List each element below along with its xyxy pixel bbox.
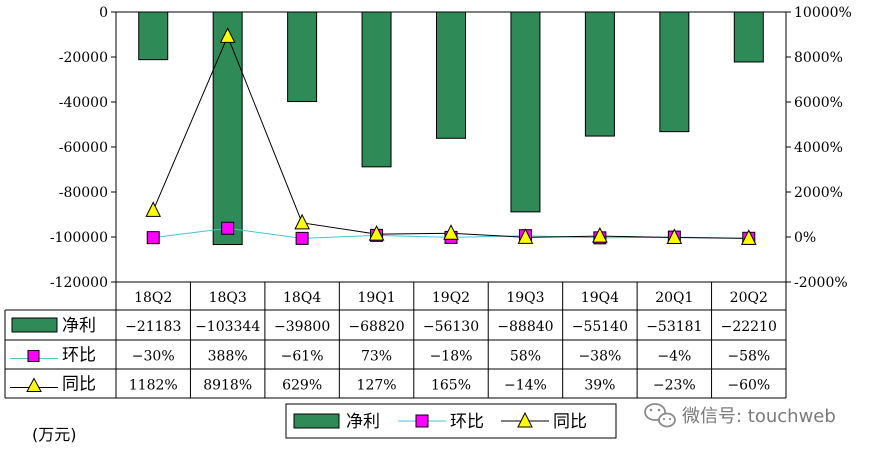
yoy-point-19Q4 [592, 227, 608, 243]
bar-18Q4 [287, 11, 318, 103]
data-table: 18Q2 18Q3 18Q4 19Q1 19Q2 19Q3 19Q4 20Q1 20Q2 净利 −2… [4, 281, 787, 399]
right-tick-label: 2000% [794, 185, 843, 201]
right-tick-label: 4000% [794, 140, 843, 156]
row-name-1: 环比 [62, 346, 96, 366]
legend-key-triangle-marker [517, 411, 533, 428]
cell-1-1: 388% [208, 349, 248, 365]
cell-0-7: −53181 [646, 319, 702, 335]
cell-1-6: −38% [578, 349, 621, 365]
cell-1-8: −58% [727, 349, 770, 365]
bar-20Q2 [733, 11, 764, 63]
row-name-2: 同比 [62, 375, 96, 395]
cell-0-2: −39800 [274, 319, 330, 335]
legend: 净利 环比 同比 [285, 403, 617, 439]
left-tick-label: -100000 [50, 230, 108, 246]
cell-0-5: −88840 [497, 319, 553, 335]
cell-0-6: −55140 [572, 319, 628, 335]
watermark: 微信号: touchweb [644, 403, 836, 428]
category-label-19Q4: 19Q4 [581, 290, 619, 306]
mom-point-18Q4 [295, 231, 309, 245]
yoy-point-19Q3 [517, 228, 534, 244]
category-label-18Q2: 18Q2 [134, 290, 172, 306]
right-tick-label: 8000% [794, 50, 843, 66]
row-key-triangle-marker [26, 377, 42, 392]
legend-label: 净利 [346, 412, 380, 432]
cell-2-6: 39% [584, 378, 615, 394]
bar-19Q4 [584, 11, 615, 137]
left-tick-label: -80000 [59, 185, 108, 201]
cell-2-7: −23% [653, 378, 696, 394]
legend-box [285, 403, 617, 439]
cell-0-4: −56130 [423, 319, 479, 335]
yoy-point-19Q1 [368, 225, 385, 241]
watermark-text: 微信号: touchweb [682, 406, 836, 427]
plot-area [138, 11, 764, 246]
right-tick-label: 10000% [794, 5, 852, 21]
bar-18Q3 [212, 11, 243, 246]
left-tick-label: -120000 [50, 275, 108, 291]
cell-2-2: 629% [282, 378, 322, 394]
cell-1-5: 58% [510, 349, 541, 365]
cell-0-8: −22210 [721, 319, 777, 335]
bar-18Q2 [138, 11, 169, 61]
bar-19Q2 [436, 11, 466, 139]
category-label-19Q1: 19Q1 [357, 290, 395, 306]
category-label-19Q2: 19Q2 [432, 290, 470, 306]
row-key-bar [11, 317, 58, 333]
wechat-icon [644, 403, 676, 428]
cell-1-0: −30% [132, 349, 175, 365]
cell-1-3: 73% [361, 349, 392, 365]
category-label-20Q1: 20Q1 [655, 290, 693, 306]
legend-label: 环比 [450, 412, 484, 432]
category-label-19Q3: 19Q3 [506, 290, 544, 306]
legend-label: 同比 [553, 412, 587, 432]
left-tick-label: 0 [99, 5, 108, 21]
left-tick-label: -60000 [59, 140, 108, 156]
cell-1-7: −4% [657, 349, 691, 365]
row-name-0: 净利 [62, 316, 96, 336]
legend-key-square-marker [415, 414, 429, 428]
mom-point-18Q3 [221, 221, 235, 235]
axes: 0 -20000 -40000 -60000 -80000 -100000 -120000 1… [50, 5, 852, 291]
yoy-point-19Q2 [443, 224, 459, 240]
yoy-point-20Q1 [666, 228, 683, 245]
yoy-point-20Q2 [740, 229, 757, 245]
cell-2-0: 1182% [129, 378, 178, 394]
cell-0-1: −103344 [195, 319, 260, 335]
yoy-point-18Q2 [145, 201, 162, 217]
bar-20Q1 [659, 11, 690, 133]
right-tick-label: -2000% [794, 275, 848, 291]
left-tick-label: -20000 [59, 50, 108, 66]
cell-2-4: 165% [431, 378, 471, 394]
row-key-square-marker [27, 350, 40, 362]
right-tick-label: 0% [794, 230, 816, 246]
cell-0-0: −21183 [125, 319, 181, 335]
cell-1-2: −61% [281, 349, 324, 365]
legend-key-bar [293, 413, 340, 429]
yoy-point-18Q3 [219, 27, 236, 43]
yoy-point-18Q4 [294, 213, 310, 230]
unit-label: (万元) [32, 425, 77, 444]
cell-2-1: 8918% [203, 378, 252, 394]
cell-2-3: 127% [357, 378, 397, 394]
cell-2-8: −60% [727, 378, 770, 394]
bar-19Q1 [361, 11, 392, 168]
category-label-18Q3: 18Q3 [209, 290, 247, 306]
bar-19Q3 [510, 11, 541, 213]
cell-2-5: −14% [504, 378, 547, 394]
cell-0-3: −68820 [348, 319, 404, 335]
category-label-20Q2: 20Q2 [730, 290, 768, 306]
cell-1-4: −18% [430, 349, 473, 365]
mom-point-18Q2 [146, 231, 160, 245]
right-tick-label: 6000% [794, 95, 843, 111]
left-tick-label: -40000 [59, 95, 108, 111]
category-label-18Q4: 18Q4 [283, 290, 321, 306]
